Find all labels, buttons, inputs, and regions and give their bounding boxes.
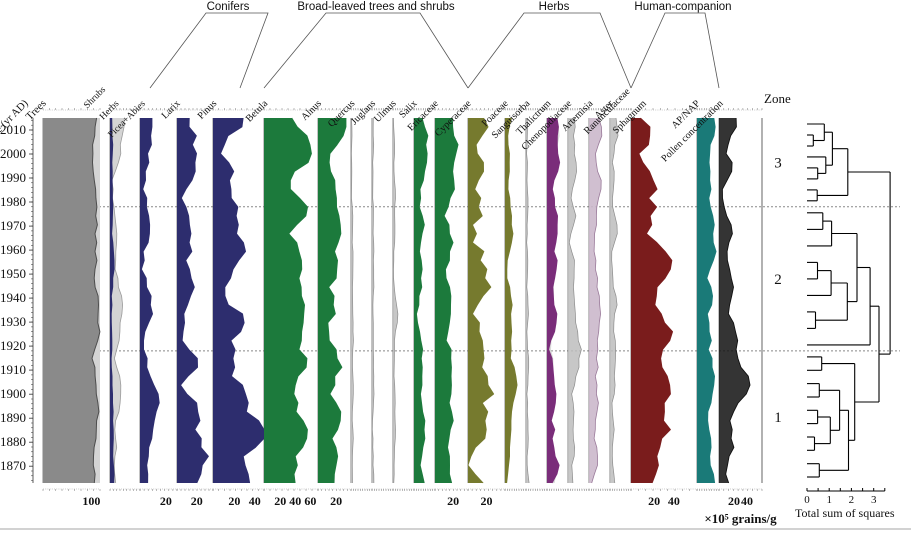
svg-text:1940: 1940 bbox=[0, 290, 26, 305]
svg-text:40: 40 bbox=[668, 494, 680, 508]
svg-text:1880: 1880 bbox=[0, 434, 26, 449]
svg-text:1870: 1870 bbox=[0, 458, 26, 473]
svg-text:1920: 1920 bbox=[0, 338, 26, 353]
svg-text:20: 20 bbox=[648, 494, 660, 508]
svg-text:1970: 1970 bbox=[0, 218, 26, 233]
svg-text:1960: 1960 bbox=[0, 242, 26, 257]
svg-text:Broad-leaved trees and shrubs: Broad-leaved trees and shrubs bbox=[297, 1, 455, 13]
svg-text:2000: 2000 bbox=[0, 146, 26, 161]
svg-text:1: 1 bbox=[826, 494, 832, 506]
svg-text:×10⁵ grains/g: ×10⁵ grains/g bbox=[704, 511, 777, 526]
svg-text:20: 20 bbox=[160, 494, 172, 508]
svg-text:20: 20 bbox=[330, 494, 342, 508]
svg-text:Human-companion: Human-companion bbox=[634, 1, 731, 13]
svg-text:20: 20 bbox=[481, 494, 493, 508]
svg-text:Total sum of squares: Total sum of squares bbox=[795, 506, 895, 520]
svg-text:Zone: Zone bbox=[764, 91, 791, 106]
svg-text:1980: 1980 bbox=[0, 194, 26, 209]
svg-text:Conifers: Conifers bbox=[207, 1, 250, 13]
svg-text:1: 1 bbox=[774, 410, 782, 426]
svg-text:1990: 1990 bbox=[0, 170, 26, 185]
svg-text:60: 60 bbox=[304, 494, 316, 508]
svg-text:20: 20 bbox=[228, 494, 240, 508]
svg-text:40: 40 bbox=[741, 494, 753, 508]
svg-text:20: 20 bbox=[274, 494, 286, 508]
svg-text:3: 3 bbox=[774, 155, 782, 171]
svg-text:40: 40 bbox=[289, 494, 301, 508]
svg-text:40: 40 bbox=[249, 494, 261, 508]
svg-text:1910: 1910 bbox=[0, 362, 26, 377]
svg-text:20: 20 bbox=[191, 494, 203, 508]
svg-text:100: 100 bbox=[82, 494, 100, 508]
svg-text:0: 0 bbox=[804, 494, 810, 506]
svg-text:1930: 1930 bbox=[0, 314, 26, 329]
svg-text:20: 20 bbox=[728, 494, 740, 508]
svg-text:2: 2 bbox=[774, 272, 782, 288]
svg-text:1950: 1950 bbox=[0, 266, 26, 281]
svg-text:Herbs: Herbs bbox=[539, 1, 570, 13]
svg-text:3: 3 bbox=[871, 494, 877, 506]
svg-text:2: 2 bbox=[849, 494, 855, 506]
svg-text:20: 20 bbox=[447, 494, 459, 508]
svg-text:1900: 1900 bbox=[0, 386, 26, 401]
svg-text:1890: 1890 bbox=[0, 410, 26, 425]
